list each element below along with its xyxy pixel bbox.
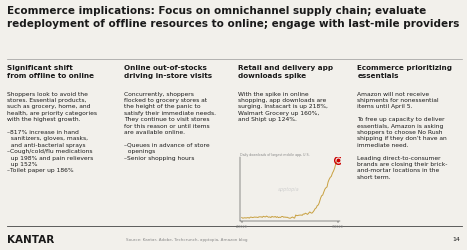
Text: Online out-of-stocks
driving in-store visits: Online out-of-stocks driving in-store vi… [124,65,212,78]
Text: Ecommerce prioritizing
essentials: Ecommerce prioritizing essentials [357,65,452,78]
Text: KANTAR: KANTAR [7,234,54,244]
Text: Significant shift
from offline to online: Significant shift from offline to online [7,65,94,78]
Text: Amazon will not receive
shipments for nonessential
items until April 5.

To free: Amazon will not receive shipments for no… [357,91,448,179]
Text: Shoppers look to avoid the
stores. Essential products,
such as grocery, home, an: Shoppers look to avoid the stores. Essen… [7,91,97,173]
Text: Concurrently, shoppers
flocked to grocery stores at
the height of the panic to
s: Concurrently, shoppers flocked to grocer… [124,91,216,160]
Text: apptopia: apptopia [278,187,299,192]
Text: Retail and delivery app
downloads spike: Retail and delivery app downloads spike [238,65,333,78]
Text: Ecommerce implications: Focus on omnichannel supply chain; evaluate
redeployment: Ecommerce implications: Focus on omnicha… [7,6,460,28]
Text: Source: Kantar, Adobe, Techcrunch, apptopia, Amazon blog: Source: Kantar, Adobe, Techcrunch, appto… [126,237,248,241]
Text: Daily downloads of largest mobile app, U.S.: Daily downloads of largest mobile app, U… [240,152,309,156]
Text: With the spike in online
shopping, app downloads are
surging. Instacart is up 21: With the spike in online shopping, app d… [238,91,328,122]
Text: 14: 14 [452,236,460,241]
